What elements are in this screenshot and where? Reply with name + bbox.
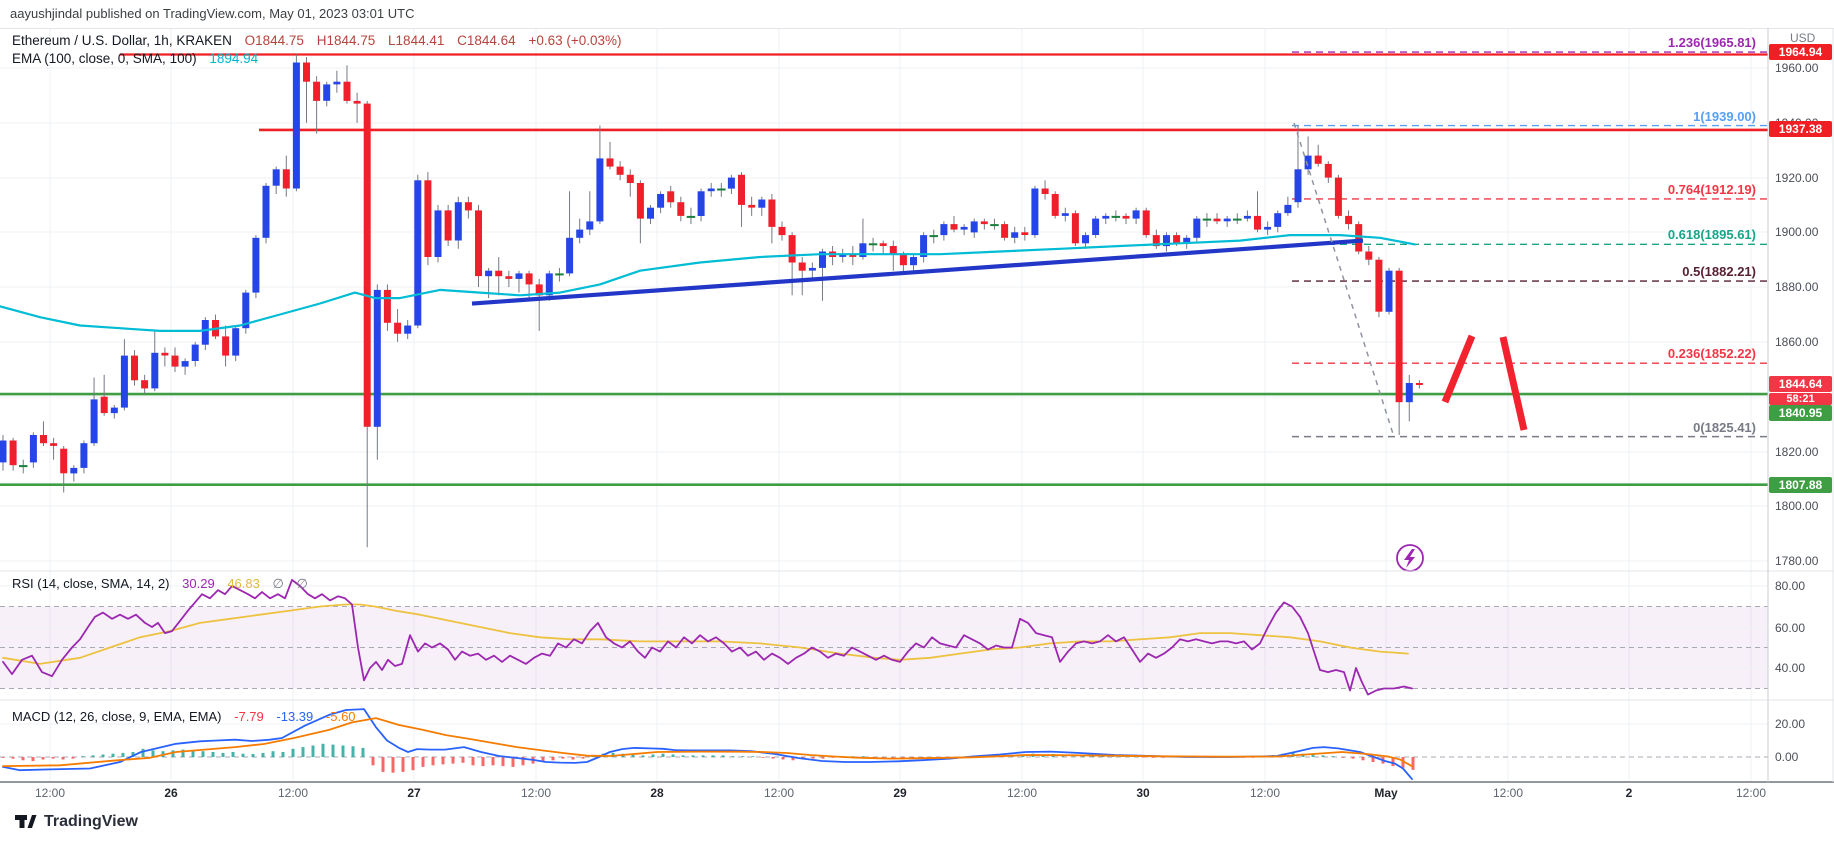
macd-line bbox=[2, 708, 1413, 780]
ema-line bbox=[0, 234, 1417, 332]
dashed-trendline bbox=[1293, 122, 1395, 438]
red-annotation-mark bbox=[1441, 334, 1476, 404]
red-annotation-mark bbox=[1499, 336, 1528, 431]
tradingview-logo-icon bbox=[15, 815, 37, 828]
macd-signal-line bbox=[2, 717, 1413, 768]
tradingview-logo[interactable]: TradingView bbox=[14, 810, 138, 833]
trendline bbox=[471, 238, 1364, 306]
lightning-bolt bbox=[1404, 549, 1415, 568]
rsi-line bbox=[2, 579, 1413, 696]
publish-info: aayushjindal published on TradingView.co… bbox=[10, 6, 415, 21]
tradingview-logo-text: TradingView bbox=[44, 812, 138, 830]
candles-layer bbox=[0, 54, 1423, 548]
